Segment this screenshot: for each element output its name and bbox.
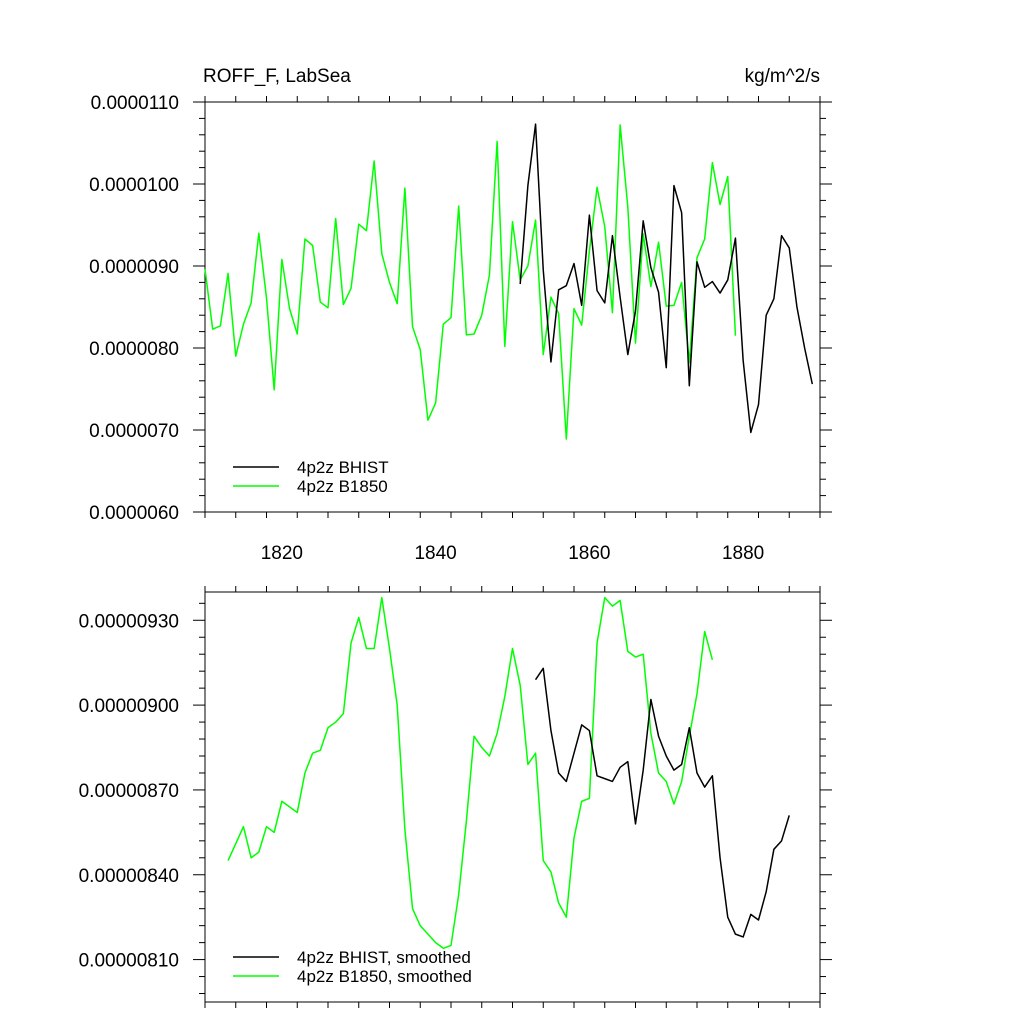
series-lines-bottom (227, 596, 790, 950)
chart-title: ROFF_F, LabSea (203, 66, 351, 87)
plot-frame-bottom (204, 591, 821, 1003)
x-tick-label: 1820 (261, 543, 303, 564)
axis-ticks-top (193, 96, 832, 518)
y-tick-label: 0.0000100 (89, 175, 179, 196)
x-tick-label: 1860 (568, 543, 610, 564)
series-lines-top (204, 123, 814, 440)
legend-label: 4p2z B1850 (297, 477, 388, 496)
y-tick-label: 0.0000070 (89, 421, 179, 442)
panel-top: ROFF_F, LabSea kg/m^2/s 0.00000600.00000… (89, 66, 832, 564)
y-tick-label: 0.0000080 (89, 339, 179, 360)
panel-bottom: 0.00000810 0.00000840 0.00000870 0.00000900… (79, 586, 832, 1008)
legend-label: 4p2z BHIST, smoothed (297, 948, 471, 967)
series-line-b1850 (204, 124, 737, 440)
axis-ticks-bottom (193, 586, 832, 1008)
chart-units: kg/m^2/s (745, 66, 820, 87)
y-tick-labels-top: 0.0000060 0.0000070 0.0000080 0.0000090 0.00… (89, 93, 179, 524)
legend-label: 4p2z BHIST (297, 458, 389, 477)
series-line-b1850 (227, 596, 714, 950)
x-tick-label: 1840 (414, 543, 456, 564)
y-tick-label: 0.0000110 (91, 93, 179, 114)
series-line-bhist (534, 667, 790, 938)
y-tick-label: 0.0000060 (89, 503, 179, 524)
y-tick-label: 0.00000900 (79, 696, 179, 717)
y-tick-label: 0.00000930 (79, 611, 179, 632)
y-tick-labels-bottom: 0.00000810 0.00000840 0.00000870 0.00000900… (79, 611, 179, 971)
y-tick-label: 0.00000870 (79, 781, 179, 802)
legend-label: 4p2z B1850, smoothed (297, 967, 472, 986)
y-tick-label: 0.0000090 (89, 257, 179, 278)
x-tick-label: 1880 (722, 543, 764, 564)
y-tick-label: 0.00000810 (79, 951, 179, 972)
series-line-bhist (519, 123, 814, 434)
y-tick-label: 0.00000840 (79, 866, 179, 887)
x-tick-labels-top: 1820 1840 1860 1880 (261, 543, 765, 564)
plot-frame-top (204, 101, 821, 513)
